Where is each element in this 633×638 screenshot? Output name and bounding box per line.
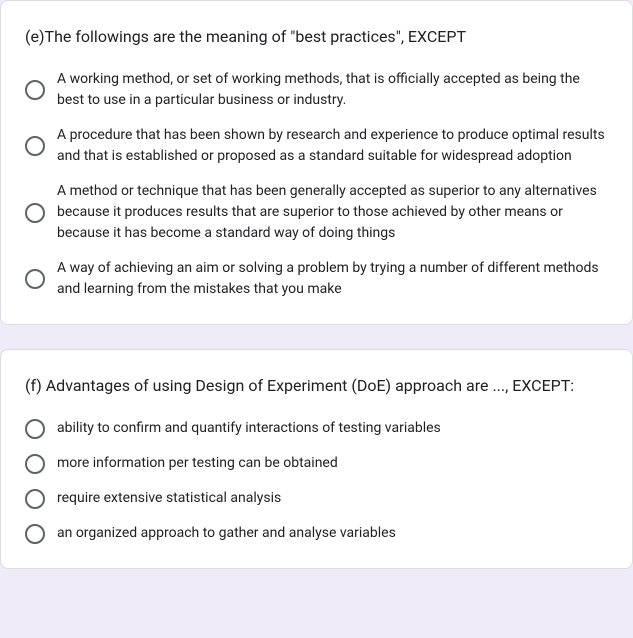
option-row[interactable]: ability to confirm and quantify interact… <box>25 418 608 439</box>
option-text: require extensive statistical analysis <box>57 488 281 509</box>
question-title-e: (e)The followings are the meaning of "be… <box>25 25 608 49</box>
radio-icon[interactable] <box>25 80 45 100</box>
question-card-e: (e)The followings are the meaning of "be… <box>0 0 633 325</box>
radio-icon[interactable] <box>25 419 45 439</box>
option-row[interactable]: more information per testing can be obta… <box>25 453 608 474</box>
option-text: A procedure that has been shown by resea… <box>57 125 608 167</box>
option-row[interactable]: A working method, or set of working meth… <box>25 69 608 111</box>
question-title-f: (f) Advantages of using Design of Experi… <box>25 374 608 398</box>
option-row[interactable]: an organized approach to gather and anal… <box>25 523 608 544</box>
radio-icon[interactable] <box>25 454 45 474</box>
option-text: ability to confirm and quantify interact… <box>57 418 441 439</box>
option-text: an organized approach to gather and anal… <box>57 523 396 544</box>
option-row[interactable]: A procedure that has been shown by resea… <box>25 125 608 167</box>
options-list-e: A working method, or set of working meth… <box>25 69 608 300</box>
radio-icon[interactable] <box>25 489 45 509</box>
radio-icon[interactable] <box>25 269 45 289</box>
option-text: A way of achieving an aim or solving a p… <box>57 258 608 300</box>
option-text: A working method, or set of working meth… <box>57 69 608 111</box>
option-text: A method or technique that has been gene… <box>57 181 608 244</box>
option-text: more information per testing can be obta… <box>57 453 338 474</box>
radio-icon[interactable] <box>25 203 45 223</box>
options-list-f: ability to confirm and quantify interact… <box>25 418 608 544</box>
radio-icon[interactable] <box>25 524 45 544</box>
option-row[interactable]: A method or technique that has been gene… <box>25 181 608 244</box>
radio-icon[interactable] <box>25 136 45 156</box>
option-row[interactable]: A way of achieving an aim or solving a p… <box>25 258 608 300</box>
question-card-f: (f) Advantages of using Design of Experi… <box>0 349 633 569</box>
option-row[interactable]: require extensive statistical analysis <box>25 488 608 509</box>
card-divider <box>0 337 633 349</box>
